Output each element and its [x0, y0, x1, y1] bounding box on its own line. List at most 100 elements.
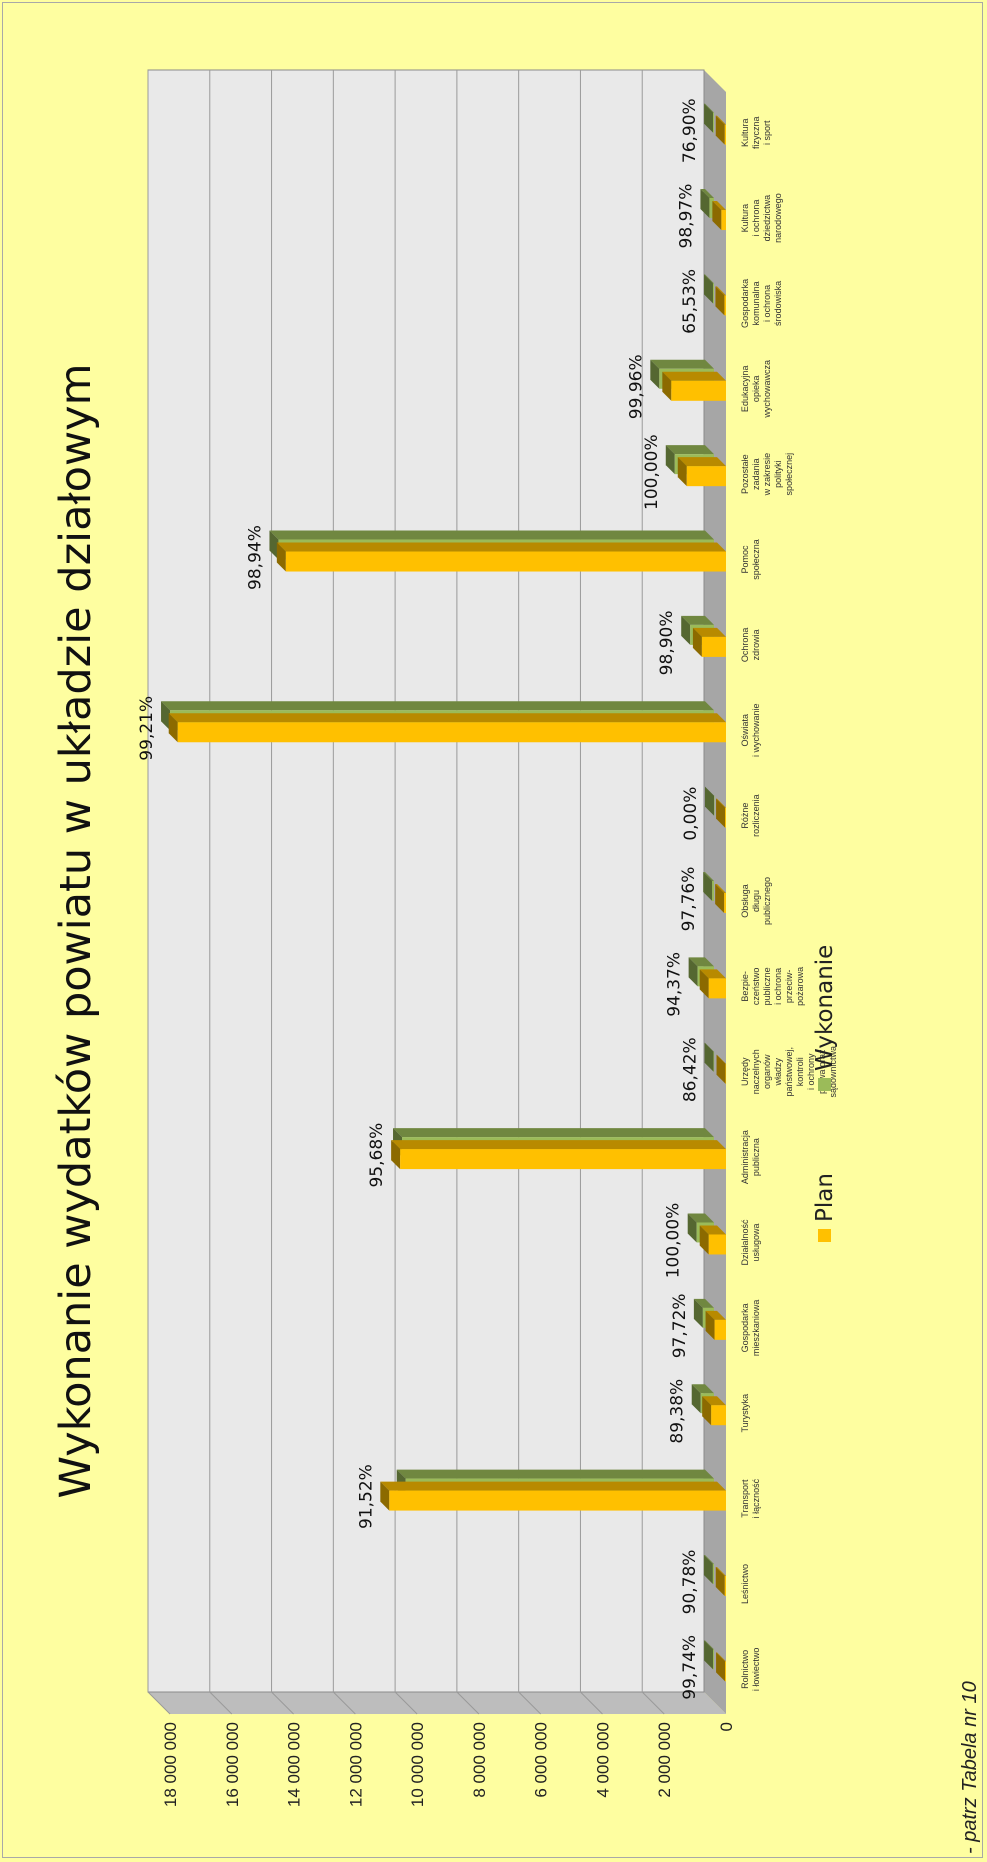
bar-side: [269, 530, 714, 540]
category-label: Działalnośćusługowa: [740, 1219, 761, 1266]
y-tick-label: 10 000 000: [408, 1722, 427, 1807]
legend-wykonanie-label: Wykonanie: [812, 945, 838, 1071]
category-label: Bezpie-czeństwopublicznei ochronaprzeciw…: [740, 967, 805, 1006]
bar-front: [671, 380, 726, 401]
bar-side: [715, 1566, 726, 1576]
bar-top: [693, 1298, 703, 1328]
bar-plan: [380, 1481, 726, 1511]
category-label: Administracjapubliczna: [740, 1130, 761, 1184]
legend: Plan Wykonanie: [812, 945, 838, 1242]
bar-front: [713, 1649, 714, 1670]
y-tick-label: 14 000 000: [285, 1722, 304, 1807]
bar-top: [688, 957, 698, 987]
bar-side: [700, 189, 714, 199]
bar-side: [681, 615, 714, 625]
bar-front: [712, 283, 714, 304]
bar-wykonanie: [705, 786, 715, 816]
gridline-side: [332, 1691, 356, 1715]
bar-front: [721, 210, 726, 231]
bar-top: [703, 872, 713, 901]
bar-front: [724, 1575, 727, 1596]
bar-plan: [712, 201, 726, 231]
bar-plan: [677, 457, 727, 487]
bar-side: [276, 542, 726, 552]
data-label: 90,78%: [680, 1550, 700, 1615]
bar-top: [703, 1554, 713, 1584]
bar-plan: [662, 371, 726, 401]
bar-top: [681, 615, 691, 645]
bar-side: [702, 1396, 726, 1406]
bar-top: [662, 371, 672, 401]
bar-top: [699, 1225, 709, 1255]
category-label: Pozostałezadaniaw zakresiepolitykispołec…: [740, 453, 794, 497]
chart-title: Wykonanie wydatków powiatu w układzie dz…: [51, 364, 101, 1499]
bar-top: [168, 713, 178, 743]
category-label: Leśnictwo: [740, 1564, 750, 1604]
bar-plan: [705, 1310, 726, 1340]
back-wall: [147, 69, 705, 1693]
bar-wykonanie: [704, 1042, 715, 1072]
bar-front: [285, 551, 726, 572]
bar-wykonanie: [704, 103, 715, 133]
bar-front: [724, 893, 727, 913]
bar-plan: [699, 969, 726, 999]
bar-front: [712, 1563, 714, 1584]
bar-plan: [715, 286, 727, 316]
plot-area: [147, 69, 705, 1693]
category-label: Oświatai wychowanie: [740, 703, 761, 757]
bar-top: [269, 530, 279, 560]
bar-side: [704, 1640, 714, 1650]
bar-side: [716, 1054, 726, 1064]
bar-top: [677, 457, 687, 487]
bar-side: [662, 371, 726, 381]
y-tick-label: 12 000 000: [346, 1722, 365, 1807]
bar-front: [714, 1319, 726, 1340]
bar-plan: [702, 1396, 727, 1426]
bar-top: [704, 103, 714, 133]
data-label: 98,94%: [245, 525, 265, 590]
data-label: 95,68%: [367, 1123, 387, 1188]
data-label: 99,21%: [137, 696, 157, 761]
category-label: Rolnictwoi łowiectwo: [740, 1648, 761, 1692]
gridline-side: [641, 1691, 665, 1715]
table-reference-note: - patrz Tabela nr 10: [959, 1681, 981, 1854]
bar-wykonanie: [703, 274, 714, 304]
bar-side: [704, 1042, 714, 1052]
bar-wykonanie: [703, 1554, 714, 1584]
bar-side: [691, 1384, 714, 1394]
data-label: 100,00%: [642, 434, 662, 510]
bar-top: [161, 701, 171, 731]
bar-plan: [692, 627, 727, 657]
side-wall: [148, 1692, 726, 1714]
bar-top: [716, 1054, 726, 1084]
bar-top: [692, 627, 702, 657]
y-tick-label: 16 000 000: [223, 1722, 242, 1807]
bar-side: [715, 115, 726, 125]
bar-front: [177, 722, 726, 743]
data-label: 76,90%: [680, 98, 700, 163]
bar-front: [724, 295, 727, 316]
bar-side: [712, 201, 726, 211]
data-label: 99,74%: [680, 1635, 700, 1700]
bar-top: [715, 1566, 725, 1596]
data-label: 100,00%: [664, 1203, 684, 1279]
category-label: Kulturafizycznai sport: [740, 116, 772, 149]
data-label: 98,90%: [657, 610, 677, 675]
gridline-side: [456, 1691, 480, 1715]
data-label: 86,42%: [681, 1037, 701, 1102]
bar-top: [705, 786, 714, 816]
category-label: Gospodarkakomunalnai ochronaśrodowiska: [740, 279, 783, 328]
bar-front: [713, 1051, 715, 1072]
bar-front: [724, 124, 727, 145]
bar-side: [692, 627, 726, 637]
bar-top: [715, 884, 725, 913]
bar-side: [393, 1128, 714, 1138]
category-label: Różnerozliczenia: [740, 794, 761, 837]
bar-front: [389, 1490, 726, 1511]
category-label: Obsługadługupublicznego: [740, 877, 772, 925]
category-label: Edukacyjnaopiekawychowawcza: [740, 360, 772, 419]
bar-front: [708, 978, 726, 999]
bar-top: [704, 1640, 714, 1670]
